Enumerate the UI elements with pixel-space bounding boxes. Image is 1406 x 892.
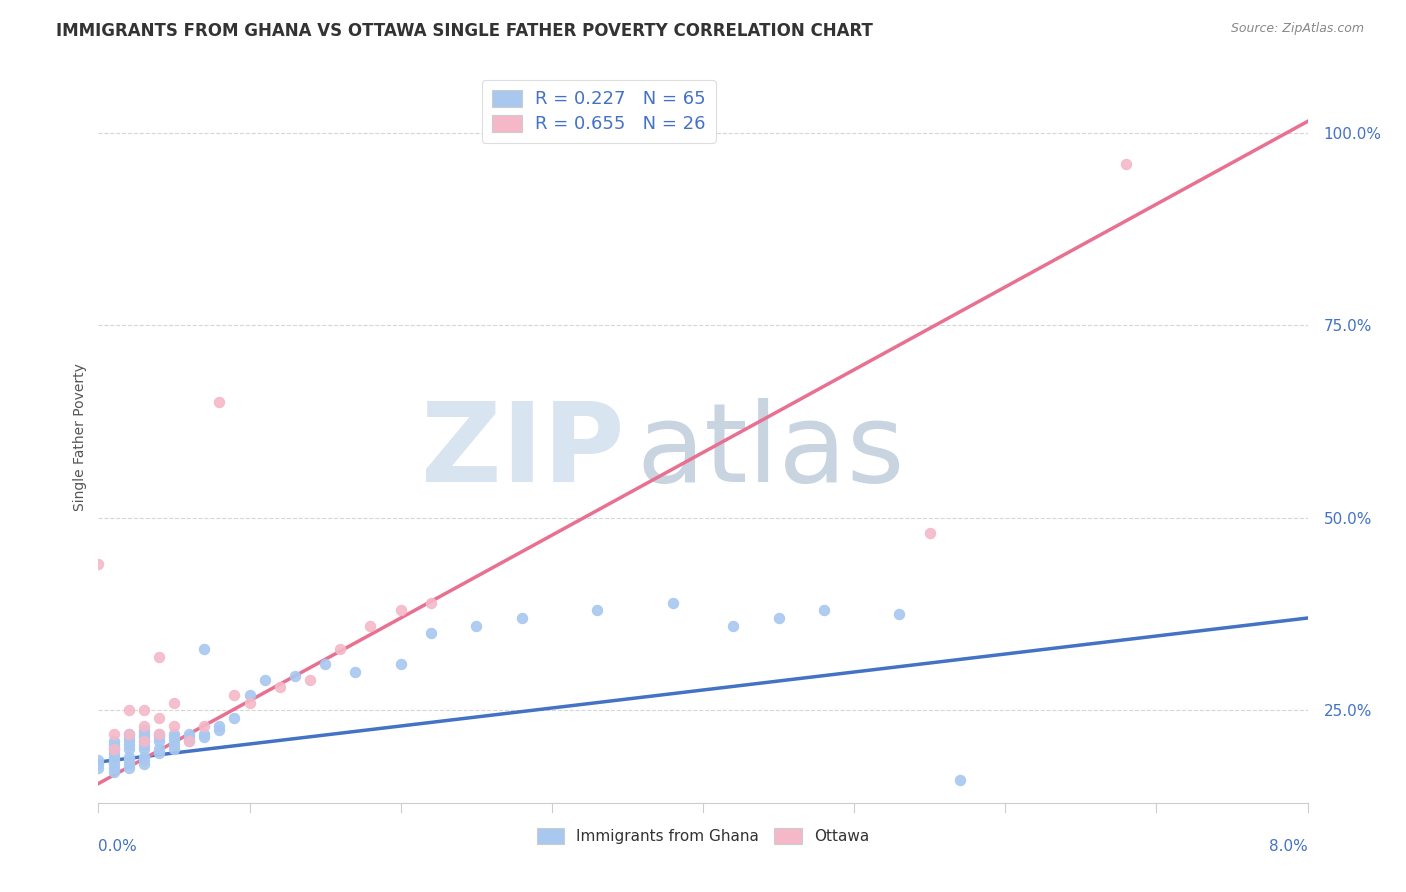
Point: [103, 746, 125, 760]
Point: [103, 749, 125, 764]
Point: [465, 618, 488, 632]
Point: [284, 669, 307, 683]
Point: [179, 734, 201, 748]
Point: [269, 681, 291, 695]
Point: [132, 734, 155, 748]
Text: ZIP: ZIP: [420, 398, 624, 505]
Point: [389, 603, 412, 617]
Point: [103, 742, 125, 756]
Point: [420, 626, 443, 640]
Point: [103, 757, 125, 772]
Point: [163, 738, 186, 752]
Point: [103, 726, 125, 740]
Point: [132, 754, 155, 768]
Point: [163, 734, 186, 748]
Point: [132, 742, 155, 756]
Point: [103, 742, 125, 756]
Point: [163, 742, 186, 756]
Point: [389, 657, 412, 672]
Point: [661, 596, 683, 610]
Point: [118, 726, 141, 740]
Point: [148, 711, 170, 725]
Point: [510, 611, 533, 625]
Point: [118, 742, 141, 756]
Point: [103, 738, 125, 752]
Text: IMMIGRANTS FROM GHANA VS OTTAWA SINGLE FATHER POVERTY CORRELATION CHART: IMMIGRANTS FROM GHANA VS OTTAWA SINGLE F…: [56, 22, 873, 40]
Point: [87, 557, 110, 571]
Point: [253, 673, 276, 687]
Text: 8.0%: 8.0%: [1268, 839, 1308, 855]
Point: [148, 649, 170, 664]
Point: [132, 757, 155, 772]
Point: [768, 611, 790, 625]
Point: [103, 734, 125, 748]
Point: [193, 719, 215, 733]
Point: [118, 726, 141, 740]
Point: [723, 618, 745, 632]
Point: [949, 772, 972, 787]
Point: [103, 764, 125, 779]
Point: [224, 688, 246, 702]
Point: [87, 754, 110, 768]
Point: [132, 723, 155, 737]
Point: [420, 596, 443, 610]
Point: [344, 665, 367, 679]
Point: [208, 719, 231, 733]
Point: [103, 761, 125, 775]
Point: [118, 703, 141, 717]
Point: [118, 734, 141, 748]
Point: [314, 657, 336, 672]
Text: atlas: atlas: [637, 398, 905, 505]
Point: [179, 726, 201, 740]
Point: [148, 726, 170, 740]
Point: [208, 723, 231, 737]
Point: [148, 731, 170, 745]
Point: [224, 711, 246, 725]
Text: 0.0%: 0.0%: [98, 839, 138, 855]
Point: [163, 696, 186, 710]
Point: [132, 738, 155, 752]
Point: [586, 603, 609, 617]
Point: [918, 526, 941, 541]
Point: [360, 618, 382, 632]
Point: [118, 761, 141, 775]
Point: [148, 746, 170, 760]
Point: [193, 726, 215, 740]
Point: [118, 757, 141, 772]
Point: [132, 749, 155, 764]
Point: [132, 703, 155, 717]
Point: [329, 641, 352, 656]
Y-axis label: Single Father Poverty: Single Father Poverty: [73, 363, 87, 511]
Point: [132, 719, 155, 733]
Point: [87, 757, 110, 772]
Point: [208, 395, 231, 409]
Point: [163, 731, 186, 745]
Point: [813, 603, 835, 617]
Point: [118, 738, 141, 752]
Point: [148, 734, 170, 748]
Point: [193, 731, 215, 745]
Point: [239, 688, 262, 702]
Point: [103, 754, 125, 768]
Point: [148, 742, 170, 756]
Point: [163, 719, 186, 733]
Point: [163, 726, 186, 740]
Point: [132, 731, 155, 745]
Point: [179, 734, 201, 748]
Point: [132, 726, 155, 740]
Point: [193, 641, 215, 656]
Point: [132, 734, 155, 748]
Point: [118, 754, 141, 768]
Point: [299, 673, 322, 687]
Point: [118, 749, 141, 764]
Legend: Immigrants from Ghana, Ottawa: Immigrants from Ghana, Ottawa: [530, 822, 876, 850]
Point: [889, 607, 911, 622]
Point: [179, 731, 201, 745]
Text: Source: ZipAtlas.com: Source: ZipAtlas.com: [1230, 22, 1364, 36]
Point: [1115, 157, 1137, 171]
Point: [118, 731, 141, 745]
Point: [87, 761, 110, 775]
Point: [148, 726, 170, 740]
Point: [239, 696, 262, 710]
